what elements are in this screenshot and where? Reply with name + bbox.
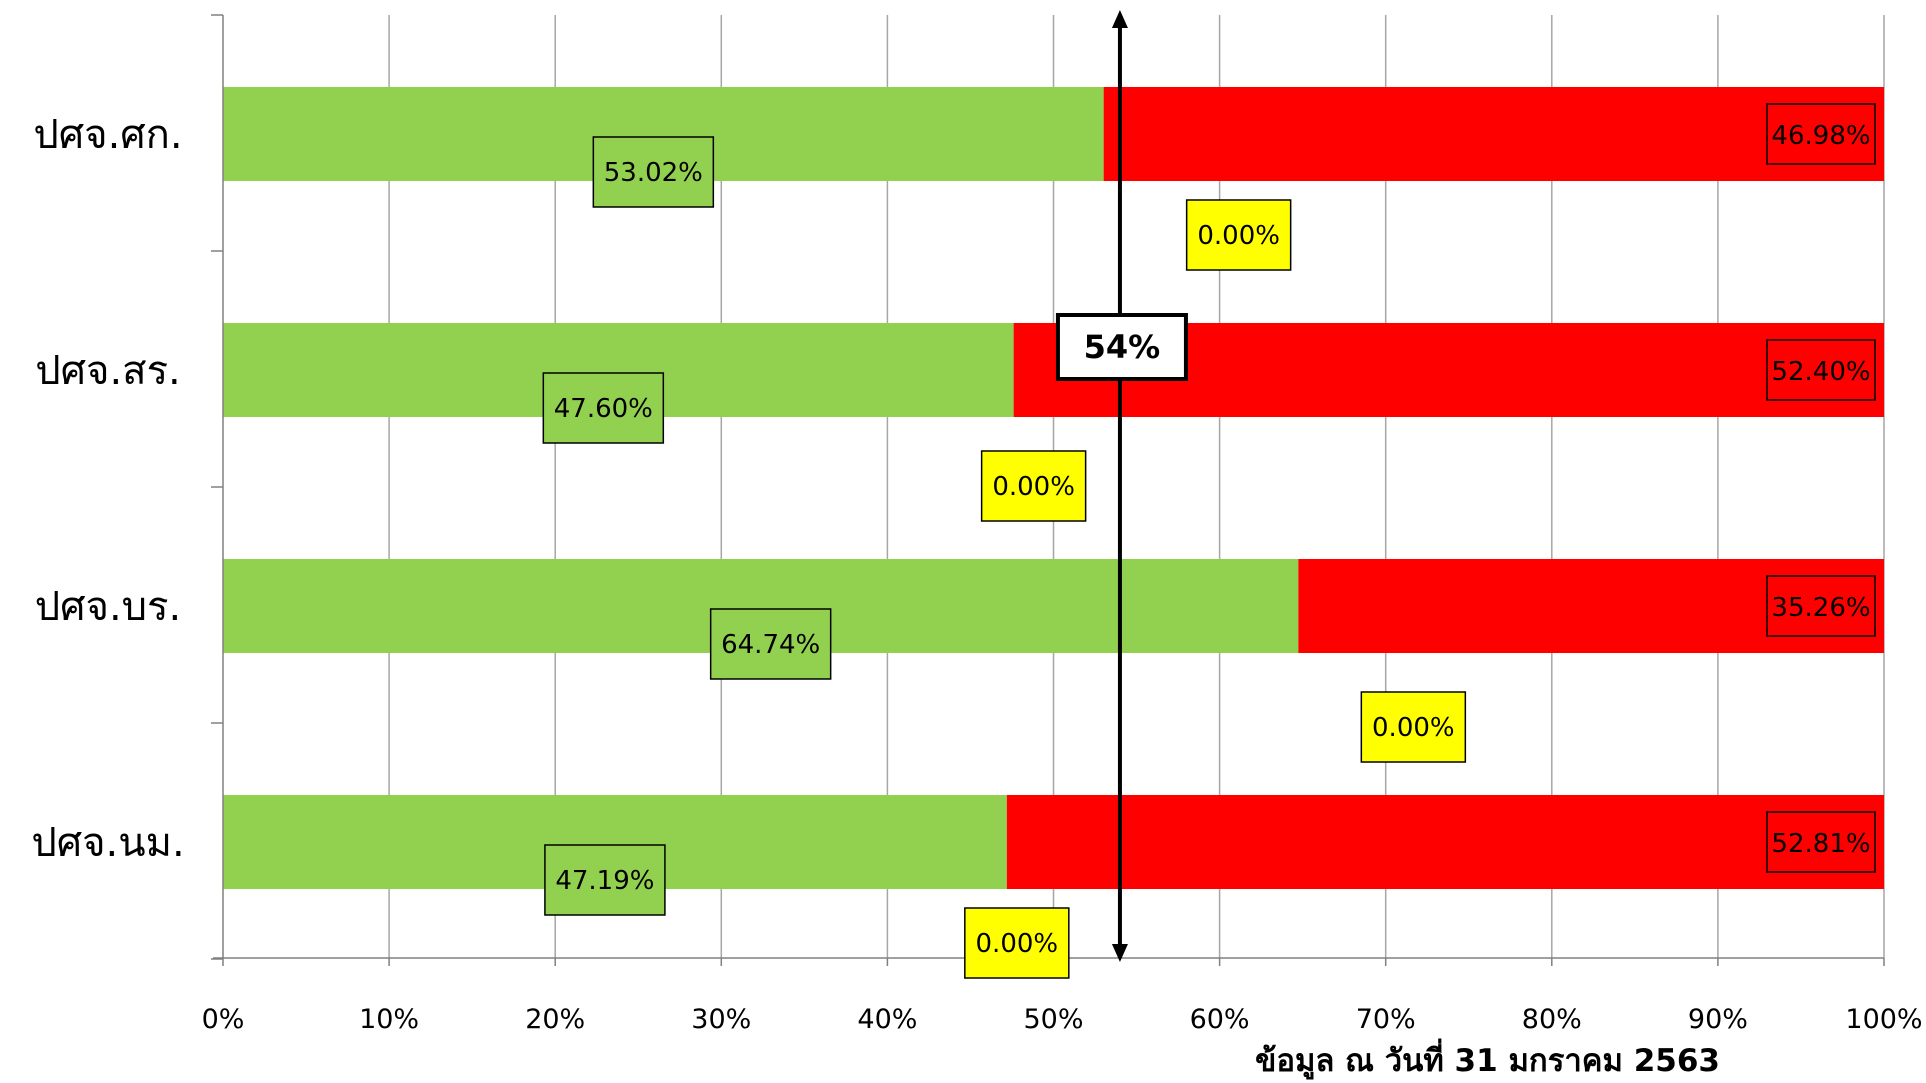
data-label-series-1: 53.02% [604,158,703,188]
data-date-footnote: ข้อมูล ณ วันที่ 31 มกราคม 2563 [1255,1038,1720,1080]
data-label-box [1766,339,1876,401]
data-label-series-2: 0.00% [992,472,1075,502]
data-label-box [1766,103,1876,165]
x-tick-label: 10% [359,1004,419,1035]
data-label-series-3: 35.26% [1771,593,1870,623]
x-tick-label: 80% [1522,1004,1582,1035]
category-label: ปศจ.บร. [35,584,182,630]
reference-label: 54% [1084,328,1161,366]
data-labels: 53.02% 0.00% 46.98% 47.60% 0.00% 52.40% 64.74%… [542,103,1876,979]
bar-segment-series-3 [1298,559,1884,653]
data-label-box [544,844,666,916]
x-tick-label: 20% [525,1004,585,1035]
x-tick-label: 90% [1688,1004,1748,1035]
data-label-box [1185,199,1292,271]
x-tick-label: 60% [1190,1004,1250,1035]
data-label-series-3: 52.40% [1771,357,1870,387]
x-tick-label: 50% [1023,1004,1083,1035]
data-label-series-2: 0.00% [1197,221,1280,251]
arrow-down-icon [1111,944,1128,962]
category-label: ปศจ.นม. [31,820,184,866]
data-label-series-2: 0.00% [1372,713,1455,743]
reference-line-group: 54% [1055,10,1188,962]
data-label-box [980,450,1087,522]
x-tick-label: 30% [691,1004,751,1035]
data-label-box [1360,691,1467,763]
data-label-series-3: 46.98% [1771,121,1870,151]
data-label-box [592,136,715,208]
data-label-series-1: 47.60% [554,394,653,424]
category-label: ปศจ.สร. [35,348,181,394]
data-label-series-2: 0.00% [976,929,1059,959]
bar-segment-series-3 [1103,87,1884,181]
data-label-box [709,608,832,680]
data-label-series-1: 47.19% [555,866,654,896]
x-tick-label: 100% [1845,1004,1922,1035]
data-label-box [964,907,1070,979]
category-label: ปศจ.ศก. [33,112,182,158]
data-label-series-1: 64.74% [721,630,820,660]
x-tick-label: 40% [857,1004,917,1035]
data-label-box [1766,575,1876,637]
data-label-series-3: 52.81% [1771,829,1870,859]
x-tick-label: 0% [202,1004,245,1035]
x-tick-label: 70% [1356,1004,1416,1035]
arrow-up-icon [1111,10,1128,28]
bar-segment-series-3 [1006,795,1884,889]
reference-label-box [1055,313,1188,381]
data-label-box [542,372,665,444]
data-label-box [1766,811,1876,873]
axes: 0% 10% 20% 30% 40% 50% 60% 70% 80% 90% 100% ปศจ.ศก.… [31,14,1923,1035]
